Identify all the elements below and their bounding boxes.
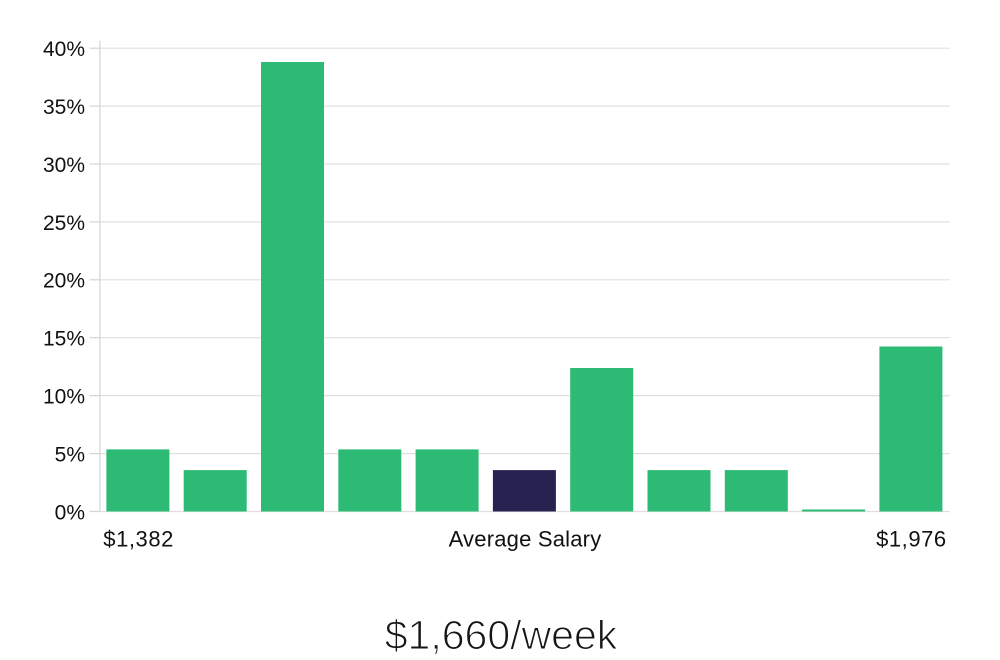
svg-text:$1,382: $1,382 bbox=[103, 527, 174, 552]
svg-text:35%: 35% bbox=[43, 96, 85, 119]
svg-text:$1,660/week: $1,660/week bbox=[385, 612, 618, 658]
svg-text:10%: 10% bbox=[43, 386, 85, 409]
svg-text:30%: 30% bbox=[43, 154, 85, 177]
svg-text:20%: 20% bbox=[43, 270, 85, 293]
svg-text:Average Salary: Average Salary bbox=[449, 527, 602, 552]
svg-text:0%: 0% bbox=[55, 501, 85, 524]
svg-text:25%: 25% bbox=[43, 212, 85, 235]
svg-text:40%: 40% bbox=[43, 38, 85, 61]
svg-text:15%: 15% bbox=[43, 328, 85, 351]
svg-text:$1,976: $1,976 bbox=[876, 527, 947, 552]
svg-text:5%: 5% bbox=[55, 444, 85, 467]
